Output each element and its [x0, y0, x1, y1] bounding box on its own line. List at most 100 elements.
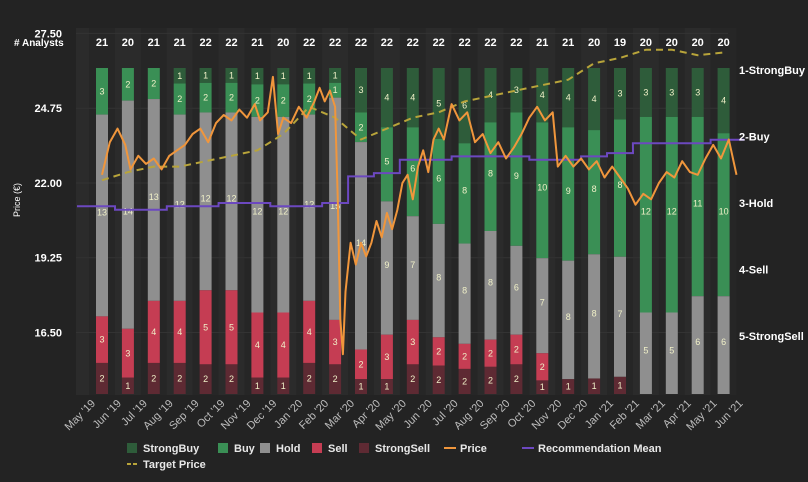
legend-label: Price — [460, 443, 487, 455]
bar-segment-strongsell — [484, 366, 497, 394]
bar-segment-buy — [665, 116, 678, 313]
x-tick-label: Mar '20 — [323, 398, 357, 432]
bar-segment-strongsell — [199, 364, 212, 394]
y-tick-label: 19.25 — [34, 253, 62, 265]
bar-segment-label: 2 — [255, 96, 260, 106]
legend-item: Buy — [218, 443, 256, 455]
bar-segment-hold — [458, 243, 471, 344]
bar-segment-hold — [639, 312, 652, 394]
bar-segment-label: 1 — [333, 85, 338, 95]
bar-segment-label: 1 — [255, 381, 260, 391]
bar-segment-label: 2 — [125, 79, 130, 89]
y-tick-label: 24.75 — [34, 103, 62, 115]
bar-segment-sell — [147, 300, 160, 363]
bar-segment-label: 1 — [358, 382, 363, 392]
analyst-count: 21 — [148, 37, 160, 49]
bar-segment-label: 9 — [566, 186, 571, 196]
bar-segment-label: 4 — [255, 340, 260, 350]
bar-segment-label: 4 — [592, 94, 597, 104]
bar-segment-strongsell — [406, 364, 419, 394]
x-tick-label: Jun '19 — [91, 398, 124, 431]
bar-segment-sell — [251, 312, 264, 378]
bar-segment-buy — [380, 127, 393, 202]
bar-segment-label: 13 — [149, 192, 159, 202]
bar-segment-buy — [406, 127, 419, 217]
bar-segment-label: 12 — [641, 207, 651, 217]
recommendation-scale-label: 1-StrongBuy — [739, 65, 806, 77]
bar-segment-strongsell — [588, 378, 601, 394]
bar-segment-label: 8 — [436, 273, 441, 283]
analyst-count: 20 — [717, 37, 729, 49]
bar-segment-buy — [277, 84, 290, 117]
bar-segment-strongsell — [432, 365, 445, 394]
bar-segment-hold — [510, 245, 523, 335]
legend-label: StrongBuy — [143, 443, 200, 455]
bar-segment-label: 2 — [151, 79, 156, 89]
bar-segment-strongbuy — [614, 68, 626, 120]
analyst-count: 22 — [458, 37, 470, 49]
legend-label: StrongSell — [375, 443, 430, 455]
analyst-count: 21 — [174, 37, 186, 49]
bar-segment-strongbuy — [277, 68, 290, 85]
bar-segment-buy — [199, 82, 212, 113]
bar-segment-buy — [147, 68, 160, 100]
bar-segment-strongbuy — [510, 68, 523, 113]
bar-segment-sell — [536, 353, 549, 381]
bar-segment-hold — [536, 258, 549, 354]
bar-segment-label: 1 — [566, 382, 571, 392]
bar-segment-buy — [329, 82, 342, 98]
bar-segment-label: 1 — [229, 70, 234, 80]
analyst-count: 19 — [614, 37, 626, 49]
bar-segment-label: 3 — [410, 337, 415, 347]
bar-segment-strongbuy — [717, 68, 730, 134]
bar-segment-label: 3 — [384, 352, 389, 362]
bar-segment-hold — [303, 114, 316, 301]
bar-segment-label: 2 — [462, 351, 467, 361]
bar-segment-buy — [717, 133, 730, 297]
bar-segment-sell — [199, 290, 212, 365]
legend-label: Sell — [328, 443, 348, 455]
analyst-count: 20 — [692, 37, 704, 49]
bar-segment-strongbuy — [639, 68, 652, 117]
bar-segment-label: 2 — [99, 373, 104, 383]
bar-segment-label: 3 — [99, 86, 104, 96]
analyst-count: 22 — [433, 37, 445, 49]
bar-segment-sell — [406, 319, 419, 365]
bar-segment-label: 5 — [643, 345, 648, 355]
bar-segment-hold — [147, 99, 160, 301]
y-tick-label: 22.00 — [34, 178, 62, 190]
y-tick-label: 16.50 — [34, 327, 62, 339]
bar-segment-buy — [536, 122, 549, 259]
bar-segment-label: 3 — [358, 85, 363, 95]
x-tick-label: May '19 — [63, 398, 98, 433]
bar-segment-strongbuy — [251, 68, 264, 85]
legend-swatch — [312, 443, 322, 453]
bar-segment-label: 8 — [462, 185, 467, 195]
bar-segment-label: 3 — [99, 335, 104, 345]
bar-segment-label: 4 — [177, 327, 182, 337]
bar-segment-label: 7 — [617, 309, 622, 319]
bar-segment-hold — [225, 112, 238, 291]
bar-segment-label: 12 — [278, 207, 288, 217]
bar-segment-label: 13 — [97, 207, 107, 217]
bar-segment-label: 2 — [358, 359, 363, 369]
bar-segment-sell — [484, 339, 497, 367]
bar-segment-label: 3 — [695, 87, 700, 97]
bar-segment-label: 2 — [281, 96, 286, 106]
bar-segment-label: 15 — [330, 201, 340, 211]
recommendation-scale-label: 2-Buy — [739, 132, 770, 144]
bar-segment-label: 5 — [669, 345, 674, 355]
bar-segment-label: 2 — [514, 374, 519, 384]
bar-segment-label: 3 — [669, 87, 674, 97]
bar-segment-strongsell — [173, 362, 186, 394]
x-tick-label: Mar '21 — [634, 398, 668, 432]
bar-segment-label: 9 — [384, 260, 389, 270]
legend-item: StrongSell — [359, 443, 430, 455]
bar-segment-label: 2 — [307, 94, 312, 104]
bar-segment-label: 2 — [151, 373, 156, 383]
bar-segment-strongbuy — [173, 68, 186, 84]
bar-segment-sell — [173, 300, 186, 363]
bar-segment-strongsell — [380, 379, 393, 394]
